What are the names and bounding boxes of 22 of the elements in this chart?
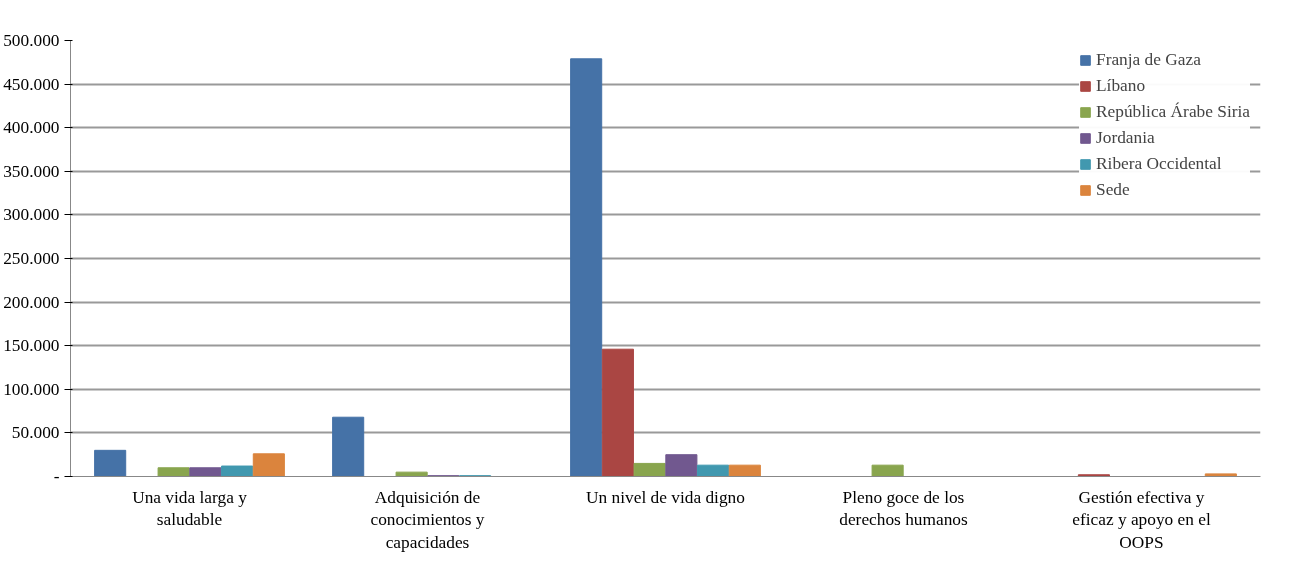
y-tick-label: 200.000 xyxy=(3,292,60,312)
legend-label: Jordania xyxy=(1096,128,1155,148)
y-tick-label: 150.000 xyxy=(3,336,60,356)
legend-label: Franja de Gaza xyxy=(1096,50,1201,70)
x-tick-label: Gestión efectiva y eficaz y apoyo en el OOPS xyxy=(1072,487,1211,553)
legend-label: Ribera Occidental xyxy=(1096,154,1222,174)
x-tick-label: Una vida larga y saludable xyxy=(132,487,248,530)
legend-label: Sede xyxy=(1096,180,1130,200)
y-tick-label: 100.000 xyxy=(3,379,60,399)
y-tick-label: 400.000 xyxy=(3,118,60,138)
x-tick-label: Un nivel de vida digno xyxy=(586,487,745,507)
y-tick-label: 450.000 xyxy=(3,74,60,94)
legend-label: Líbano xyxy=(1096,76,1146,96)
y-tick-label: 500.000 xyxy=(3,31,60,50)
x-tick-label: Adquisición de conocimientos y capacidades xyxy=(370,487,485,553)
legend-label: República Árabe Siria xyxy=(1096,102,1250,122)
y-tick-label: 50.000 xyxy=(11,423,60,443)
y-tick-label: 300.000 xyxy=(3,205,60,225)
y-tick-label: - xyxy=(53,467,60,486)
x-tick-label: Pleno goce de los derechos humanos xyxy=(839,487,968,530)
y-tick-label: 250.000 xyxy=(3,249,60,268)
y-tick-label: 350.000 xyxy=(3,161,60,181)
